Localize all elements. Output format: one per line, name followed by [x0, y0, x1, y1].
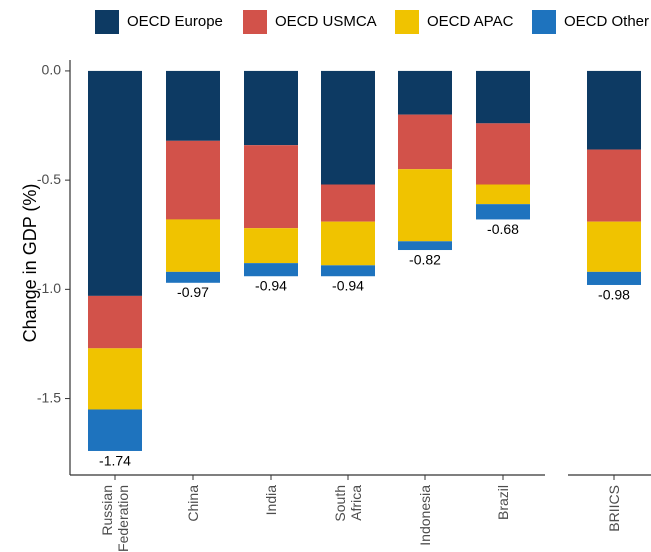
legend-swatch-oecd-apac	[395, 10, 419, 34]
total-label-china: -0.97	[177, 284, 209, 300]
bar-stack-briics	[587, 70, 641, 285]
bar-segment-india-oecd-europe	[244, 70, 298, 146]
bar-segment-india-oecd-apac	[244, 228, 298, 264]
bar-stack-brazil	[476, 70, 530, 220]
bar-segment-south-africa-oecd-europe	[321, 70, 375, 185]
legend-swatch-oecd-europe	[95, 10, 119, 34]
bar-segment-indonesia-oecd-usmca	[398, 114, 452, 170]
bar-segment-brazil-oecd-apac	[476, 184, 530, 205]
bar-stack-china	[166, 70, 220, 283]
bar-stack-south-africa	[321, 70, 375, 277]
legend-label-oecd-apac: OECD APAC	[427, 13, 514, 30]
x-tick-label-china: China	[185, 485, 201, 522]
bars	[88, 70, 641, 451]
panel-frames	[69, 60, 651, 476]
total-labels: -1.74 -0.97 -0.94 -0.94 -0.82 -0.68 -0.98	[99, 221, 630, 469]
bar-segment-briics-oecd-europe	[587, 70, 641, 150]
bar-stack-russian-federation	[88, 70, 142, 451]
bar-stack-india	[244, 70, 298, 277]
bar-segment-russian-federation-oecd-usmca	[88, 295, 142, 349]
x-tick-label-russian-federation: RussianFederation	[99, 485, 131, 552]
total-label-russian-federation: -1.74	[99, 452, 131, 468]
legend-item-oecd-other: OECD Other	[532, 10, 649, 34]
bar-segment-briics-oecd-apac	[587, 221, 641, 272]
x-tick-label-indonesia: Indonesia	[417, 485, 433, 546]
total-label-indonesia: -0.82	[409, 251, 441, 267]
bar-segment-india-oecd-usmca	[244, 145, 298, 229]
bar-stack-indonesia	[398, 70, 452, 251]
bar-segment-russian-federation-oecd-europe	[88, 70, 142, 296]
x-tick-label-briics: BRIICS	[606, 485, 622, 532]
y-axis-title-group: Change in GDP (%)	[20, 184, 40, 343]
bar-segment-brazil-oecd-usmca	[476, 123, 530, 185]
bar-segment-indonesia-oecd-europe	[398, 70, 452, 115]
total-label-briics: -0.98	[598, 286, 630, 302]
bar-segment-russian-federation-oecd-apac	[88, 348, 142, 410]
x-axis: RussianFederation China India SouthAfrica In…	[99, 475, 622, 552]
bar-segment-india-oecd-other	[244, 263, 298, 277]
bar-segment-china-oecd-other	[166, 271, 220, 283]
x-tick-label-south-africa: SouthAfrica	[332, 485, 364, 522]
bar-segment-brazil-oecd-europe	[476, 70, 530, 124]
y-tick-label: -1.5	[37, 389, 61, 405]
legend-label-oecd-other: OECD Other	[564, 13, 649, 30]
legend-item-oecd-europe: OECD Europe	[95, 10, 223, 34]
legend-label-oecd-usmca: OECD USMCA	[275, 13, 377, 30]
bar-segment-china-oecd-usmca	[166, 140, 220, 220]
y-tick-label: 0.0	[42, 62, 62, 78]
legend-item-oecd-apac: OECD APAC	[395, 10, 514, 34]
bar-segment-south-africa-oecd-other	[321, 265, 375, 277]
legend-item-oecd-usmca: OECD USMCA	[243, 10, 377, 34]
bar-segment-china-oecd-apac	[166, 219, 220, 272]
legend-label-oecd-europe: OECD Europe	[127, 13, 223, 30]
y-tick-label: -0.5	[37, 171, 61, 187]
y-axis-title: Change in GDP (%)	[20, 184, 40, 343]
legend-swatch-oecd-other	[532, 10, 556, 34]
bar-segment-south-africa-oecd-usmca	[321, 184, 375, 222]
y-tick-label: -1.0	[37, 280, 61, 296]
bar-segment-briics-oecd-usmca	[587, 149, 641, 222]
legend: OECD Europe OECD USMCA OECD APAC OECD Other	[95, 10, 649, 34]
bar-segment-south-africa-oecd-apac	[321, 221, 375, 266]
total-label-brazil: -0.68	[487, 221, 519, 237]
bar-segment-brazil-oecd-other	[476, 204, 530, 220]
x-tick-label-india: India	[263, 485, 279, 516]
x-tick-label-brazil: Brazil	[495, 485, 511, 520]
bar-segment-indonesia-oecd-other	[398, 241, 452, 251]
y-axis: 0.0 -0.5 -1.0 -1.5	[37, 62, 70, 405]
bar-segment-briics-oecd-other	[587, 271, 641, 285]
bar-segment-china-oecd-europe	[166, 70, 220, 141]
bar-segment-indonesia-oecd-apac	[398, 169, 452, 242]
total-label-south-africa: -0.94	[332, 278, 364, 294]
legend-swatch-oecd-usmca	[243, 10, 267, 34]
bar-segment-russian-federation-oecd-other	[88, 409, 142, 451]
total-label-india: -0.94	[255, 278, 287, 294]
